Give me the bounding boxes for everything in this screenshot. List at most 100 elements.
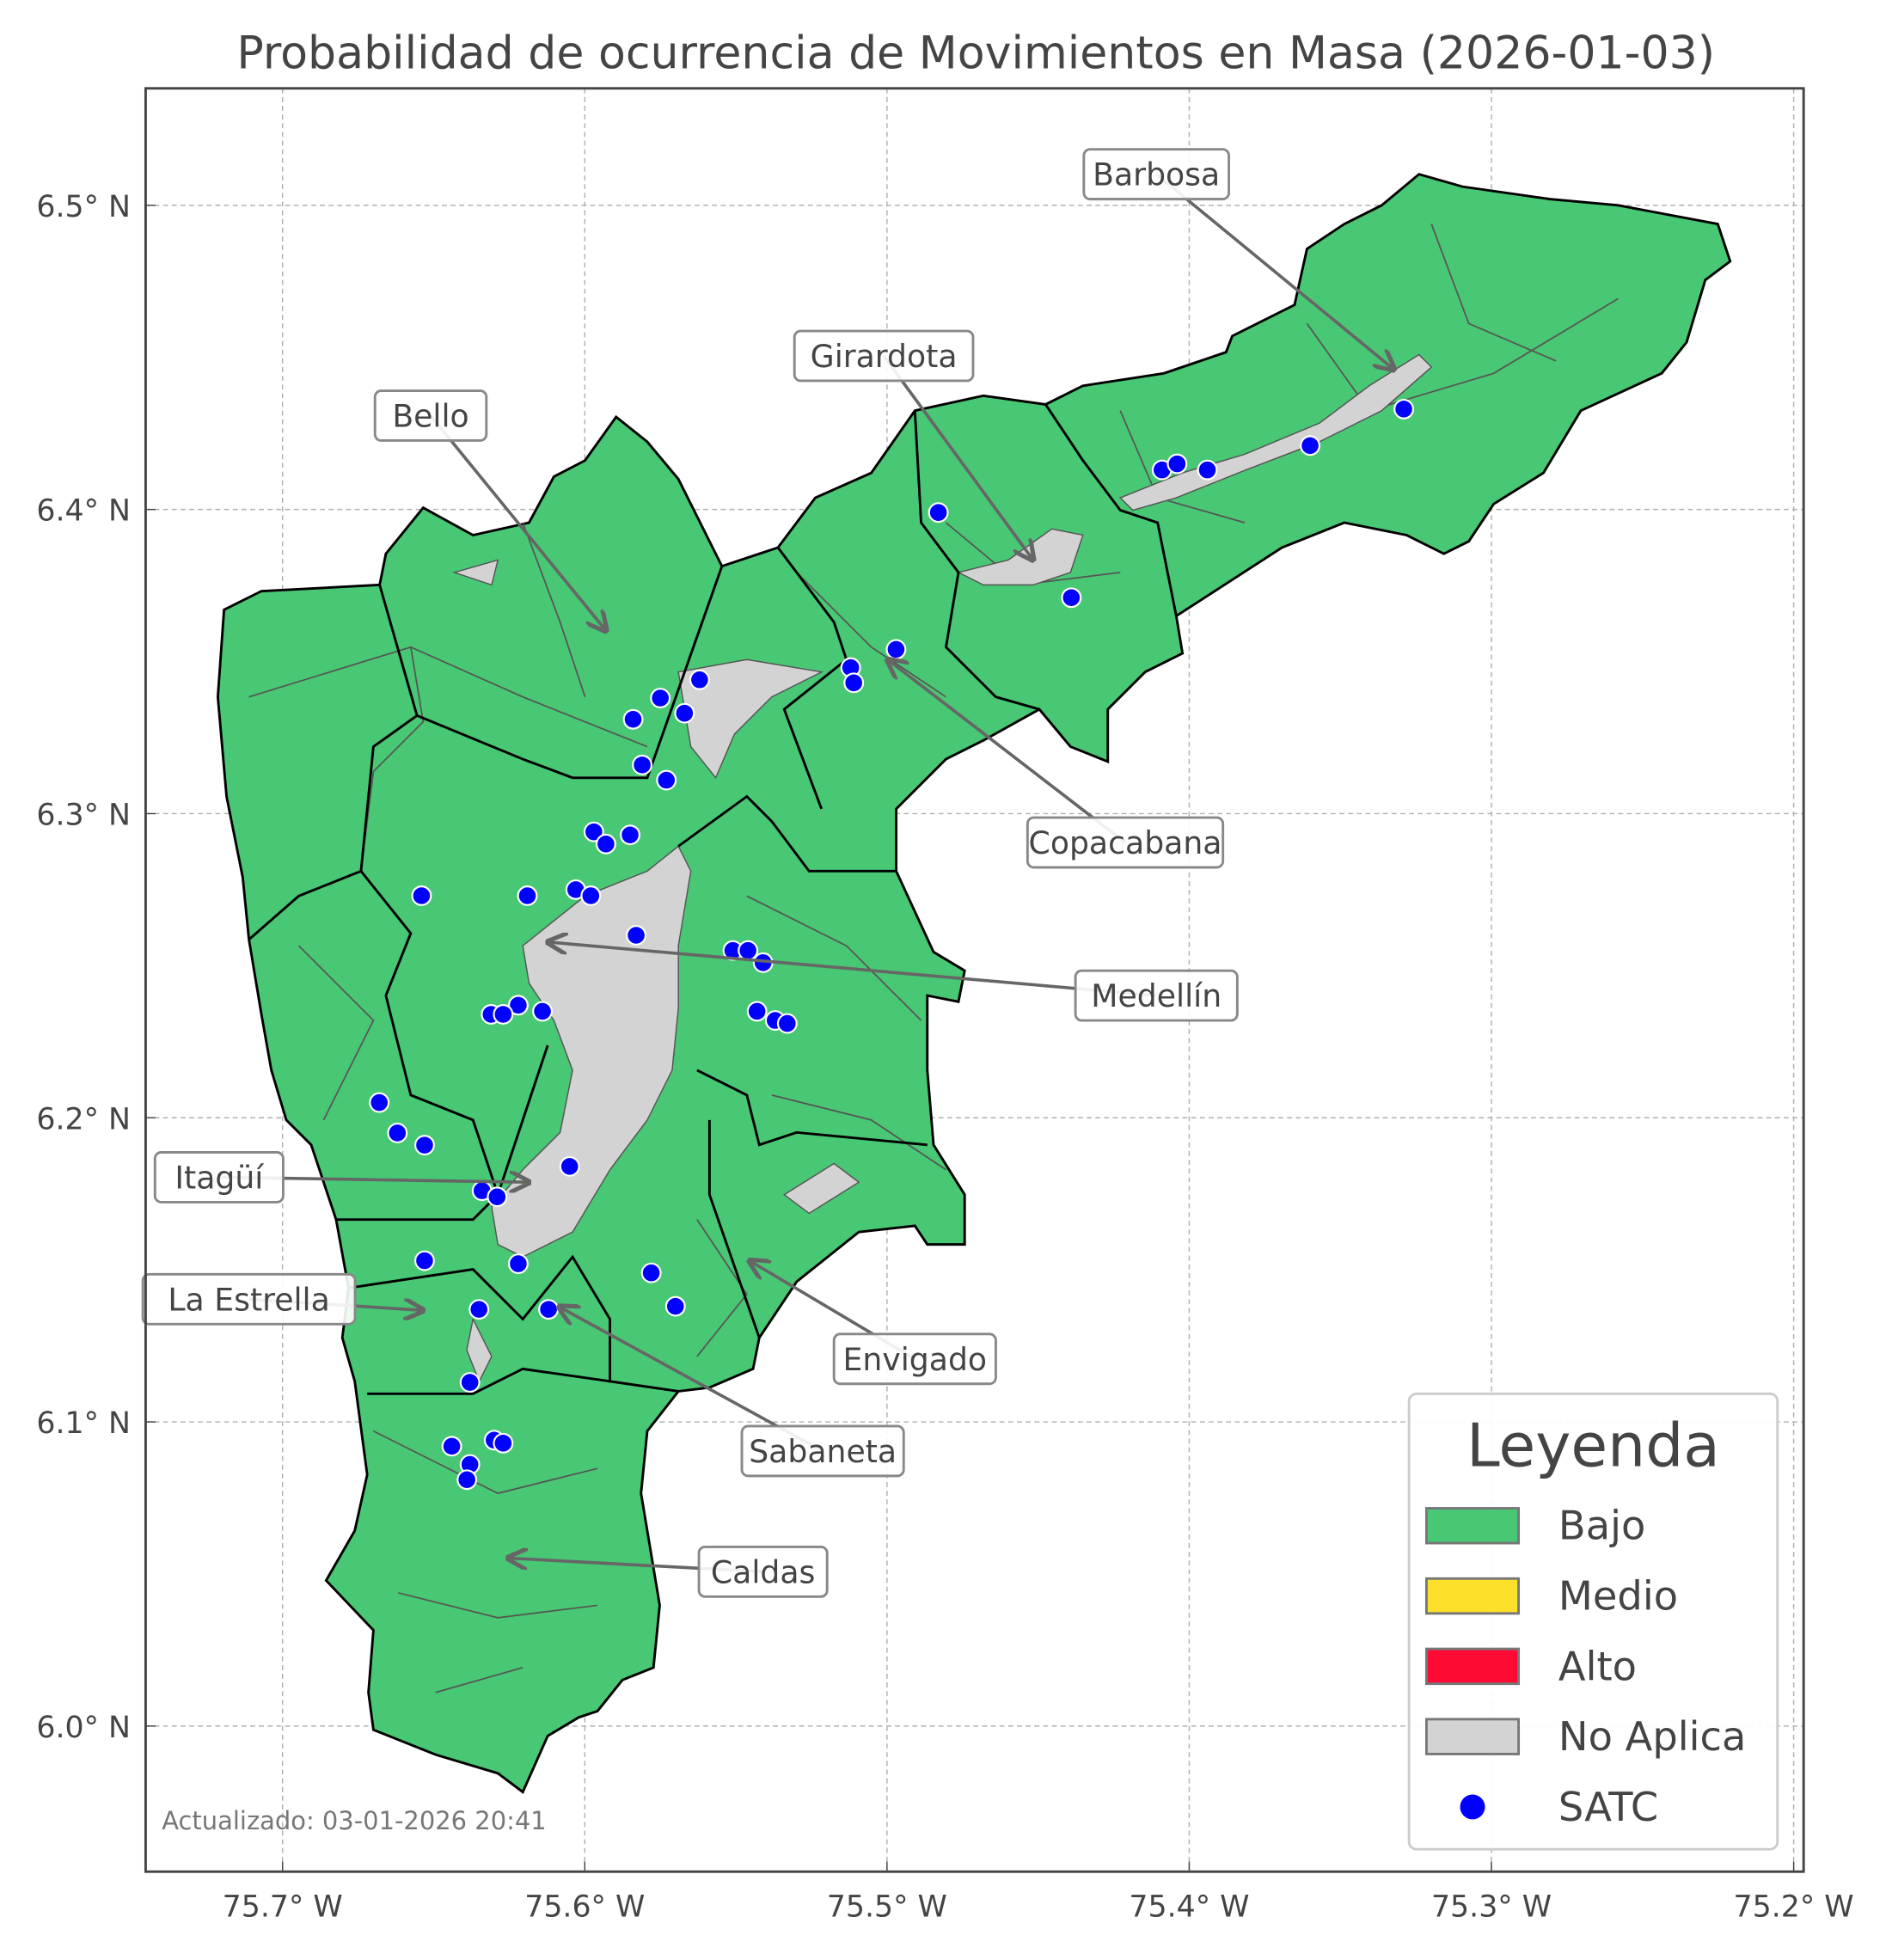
satc-station-point[interactable] [413,1250,435,1271]
annotation-box [373,389,488,442]
satc-station-point[interactable] [487,1186,508,1208]
annotation-label: Medellín [1091,977,1222,1014]
municipality-boundary [707,1119,761,1338]
annotation-copacabana: Copacabana [887,659,1225,869]
satc-station-point[interactable] [583,821,604,842]
y-tick-label: 6.0° N [36,1711,131,1745]
legend-marker [1460,1794,1485,1820]
municipality-boundary [696,1069,928,1147]
municipality-boundary [335,870,499,1222]
axis-ticks: 75.7° W 75.6° W 75.5° W 75.4° W 75.3° W 75.2°… [36,190,1853,1924]
vereda-boundary [297,945,375,1121]
satc-station-point[interactable] [580,885,602,906]
annotation-box [1074,969,1239,1022]
vereda-boundary [771,1094,946,1171]
satc-station-point[interactable] [411,885,432,906]
satc-station-point[interactable] [1393,398,1415,420]
municipality-annotations: Barbosa Girardota Bello Copacabana Medellín I… [141,148,1394,1598]
legend-item-alto: Alto [1424,1643,1637,1689]
legend-label: Bajo [1558,1503,1645,1549]
satc-station-point[interactable] [595,833,616,854]
annotation-arrow [548,942,1157,997]
satc-station-point[interactable] [776,1013,798,1034]
vereda-boundary [248,646,648,748]
satc-station-point[interactable] [632,754,653,775]
annotation-label: Itagüí [175,1159,265,1196]
vereda-boundary [796,572,946,698]
satc-station-point[interactable] [689,669,710,690]
satc-station-point[interactable] [538,1299,560,1320]
satc-station-point[interactable] [507,995,529,1016]
vereda-boundary [1306,297,1619,412]
satc-station-point[interactable] [441,1436,462,1457]
satc-station-point[interactable] [1197,459,1218,481]
vereda-boundary [398,1592,598,1619]
satc-station-point[interactable] [559,1155,580,1177]
satc-station-point[interactable] [413,1135,435,1156]
annotation-box [832,1332,997,1386]
satc-station-point[interactable] [928,502,949,524]
vereda-boundary [522,522,586,697]
municipality-boundary [367,1367,610,1395]
y-tick-label: 6.4° N [36,494,131,529]
satc-station-point[interactable] [664,1295,686,1317]
municipality-boundary [248,584,419,941]
satc-station-point[interactable] [369,1092,390,1113]
map-title: Probabilidad de ocurrencia de Movimiento… [236,28,1715,80]
satc-station-point[interactable] [650,688,671,708]
legend-swatch [1424,1718,1521,1755]
annotation-arrow [429,414,606,631]
annotation-sabaneta: Sabaneta [559,1307,905,1478]
legend-swatch [1424,1577,1521,1615]
x-tick-label: 75.5° W [827,1890,947,1924]
satc-station-point[interactable] [656,769,677,791]
satc-station-point[interactable] [1300,435,1321,456]
satc-station-point[interactable] [843,672,865,694]
annotation-box [793,329,975,383]
satc-station-point[interactable] [626,925,646,946]
vereda-boundary [435,1666,524,1694]
updated-timestamp: Actualizado: 03-01-2026 20:41 [162,1806,546,1835]
x-tick-label: 75.7° W [223,1890,343,1924]
municipality-boundary [416,566,724,780]
annotation-envigado: Envigado [750,1260,997,1386]
y-tick-label: 6.2° N [36,1102,131,1136]
annotation-itag-: Itagüí [153,1151,529,1204]
annotation-arrow [1155,173,1394,370]
legend-item-bajo: Bajo [1424,1503,1645,1549]
annotation-bello: Bello [373,389,606,631]
satc-station-point[interactable] [532,1001,554,1022]
annotation-label: Copacabana [1029,824,1222,861]
legend-swatch [1424,1507,1521,1545]
x-tick-label: 75.2° W [1734,1890,1854,1924]
satc-station-point[interactable] [517,885,538,906]
satc-station-point[interactable] [387,1122,408,1143]
legend-label: SATC [1558,1784,1658,1830]
satc-station-point[interactable] [468,1299,490,1320]
annotation-label: Envigado [843,1341,988,1378]
annotation-girardota: Girardota [793,329,1033,560]
legend-item-medio: Medio [1424,1573,1678,1619]
satc-station-point[interactable] [493,1004,514,1025]
municipality-boundary [677,794,897,873]
vereda-boundary [373,1430,598,1495]
satc-station-point[interactable] [885,639,907,660]
satc-station-point[interactable] [640,1262,662,1283]
satc-station-point[interactable] [1166,453,1188,475]
satc-station-point[interactable] [674,702,695,724]
legend-label: No Aplica [1558,1713,1746,1760]
annotation-box [1082,148,1231,201]
satc-station-point[interactable] [1061,587,1082,609]
annotation-la-estrella: La Estrella [141,1272,423,1326]
satc-station-point[interactable] [620,824,640,846]
legend-swatch [1424,1647,1521,1686]
satc-station-point[interactable] [456,1469,478,1491]
satc-station-point[interactable] [746,1001,768,1022]
satc-station-point[interactable] [493,1432,514,1454]
satc-station-point[interactable] [507,1253,529,1275]
satc-station-point[interactable] [622,708,644,730]
x-tick-label: 75.4° W [1129,1890,1249,1924]
satc-station-point[interactable] [459,1372,481,1393]
satc-points [369,398,1415,1491]
